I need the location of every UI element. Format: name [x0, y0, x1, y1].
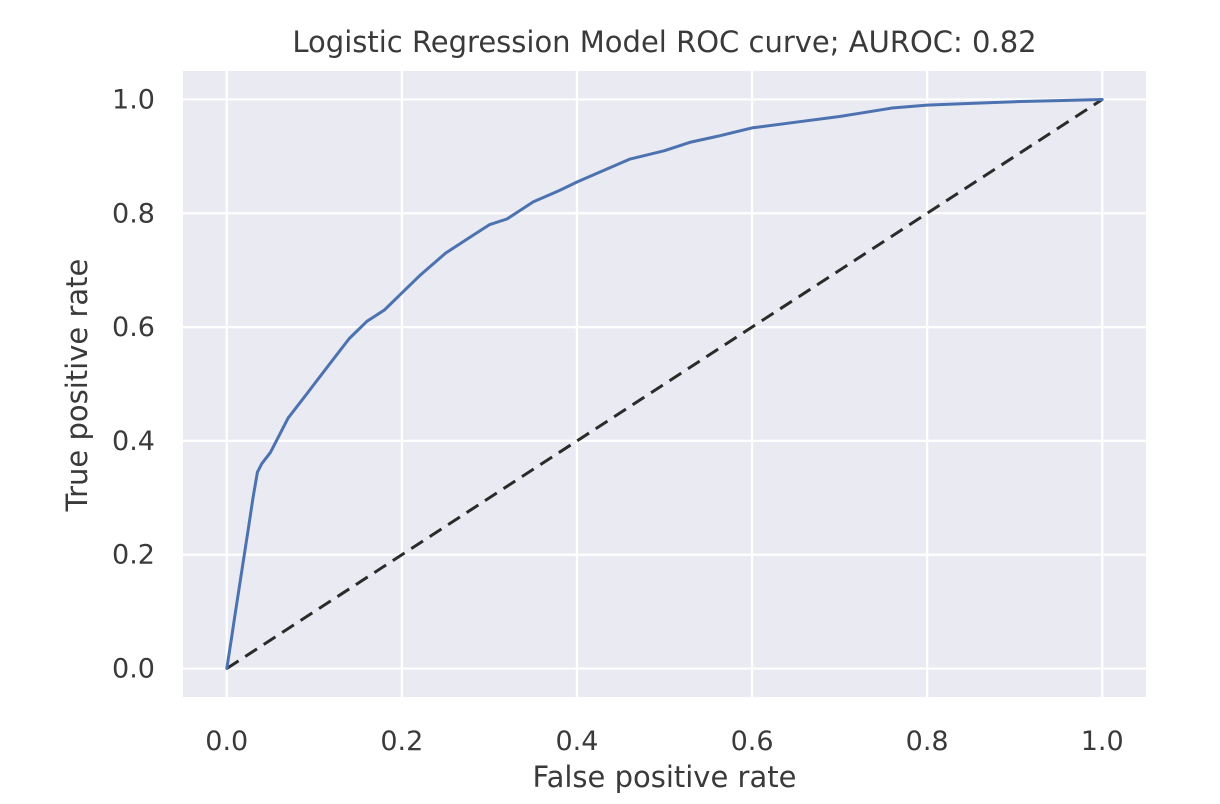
x-tick-label: 1.0 — [1081, 726, 1124, 757]
y-tick-label: 0.8 — [112, 198, 155, 229]
y-tick-label: 0.2 — [112, 540, 155, 571]
x-axis-ticks: 0.0 0.2 0.4 0.6 0.8 1.0 — [205, 726, 1123, 757]
x-tick-label: 0.4 — [555, 726, 598, 757]
x-tick-label: 0.0 — [205, 726, 248, 757]
y-tick-label: 0.0 — [112, 654, 155, 685]
chance-diagonal-line — [225, 98, 1104, 670]
x-tick-label: 0.8 — [906, 726, 949, 757]
chart-title: Logistic Regression Model ROC curve; AUR… — [292, 25, 1036, 59]
grid-lines — [183, 71, 1146, 697]
x-tick-label: 0.2 — [380, 726, 423, 757]
series-group — [225, 98, 1104, 670]
x-tick-label: 0.6 — [731, 726, 774, 757]
roc-curve-line — [225, 98, 1104, 670]
y-tick-label: 0.6 — [112, 312, 155, 343]
y-tick-label: 0.4 — [112, 426, 155, 457]
y-axis-label: True positive rate — [60, 259, 94, 513]
y-tick-label: 1.0 — [112, 84, 155, 115]
x-axis-label: False positive rate — [533, 760, 797, 794]
y-axis-ticks: 0.0 0.2 0.4 0.6 0.8 1.0 — [112, 84, 155, 684]
